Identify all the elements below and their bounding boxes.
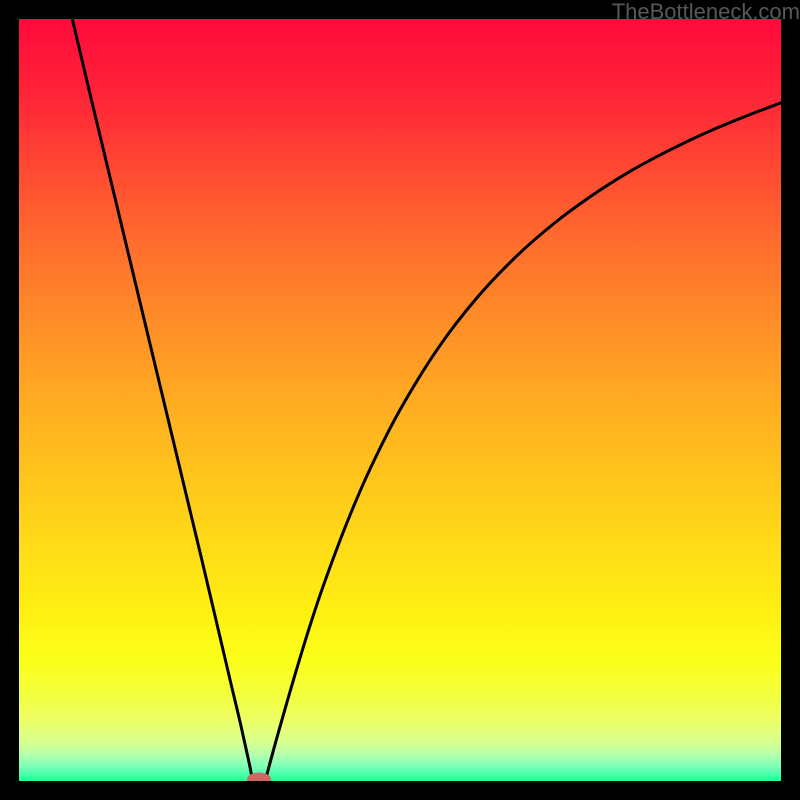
attribution-text: TheBottleneck.com xyxy=(612,0,800,25)
plot-area xyxy=(19,19,781,781)
curve-layer xyxy=(19,19,781,781)
bottleneck-figure: TheBottleneck.com xyxy=(0,0,800,800)
curve-right xyxy=(265,103,781,781)
curve-left xyxy=(72,19,253,781)
